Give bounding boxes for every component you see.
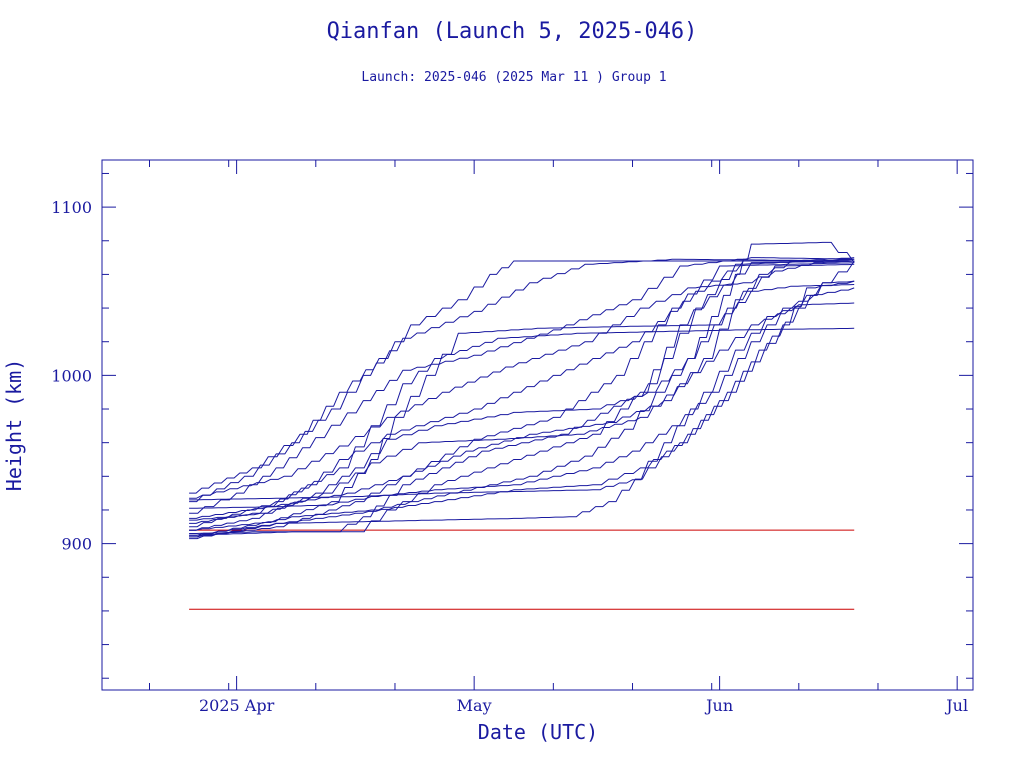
satellite-height-line [189,284,855,531]
satellite-height-line [189,280,855,536]
y-tick-label: 1100 [51,198,92,217]
x-tick-label: May [457,696,492,715]
y-tick-label: 1000 [51,366,92,385]
x-tick-label: 2025 Apr [199,696,275,715]
satellite-height-line [189,241,855,538]
satellite-height-line [189,302,855,501]
satellite-height-line [189,257,855,531]
satellite-height-line [189,262,855,538]
x-tick-label: Jun [704,696,733,715]
satellite-height-line [189,258,855,503]
satellite-height-line [189,260,855,521]
axis-ticks [102,160,973,690]
satellite-height-line [189,260,855,499]
axis-tick-labels: 900 1000 1100 2025 Apr May Jun Jul [51,198,968,715]
reference-lines [189,529,855,610]
y-tick-label: 900 [61,535,92,554]
satellite-height-line [189,257,855,514]
chart-title: Qianfan (Launch 5, 2025-046) [327,19,698,44]
plot-frame [101,159,974,691]
satellite-height-line [189,263,855,519]
satellite-height-line [189,280,855,540]
satellite-height-line [189,327,855,528]
chart-subtitle: Launch: 2025-046 (2025 Mar 11 ) Group 1 [361,70,666,85]
satellite-height-line [189,260,855,536]
y-axis-label: Height (km) [2,359,26,491]
satellite-series [189,241,855,540]
satellite-height-line [189,287,855,509]
satellite-height-line [189,258,855,534]
x-tick-label: Jul [944,696,968,715]
x-axis-label: Date (UTC) [478,720,598,744]
